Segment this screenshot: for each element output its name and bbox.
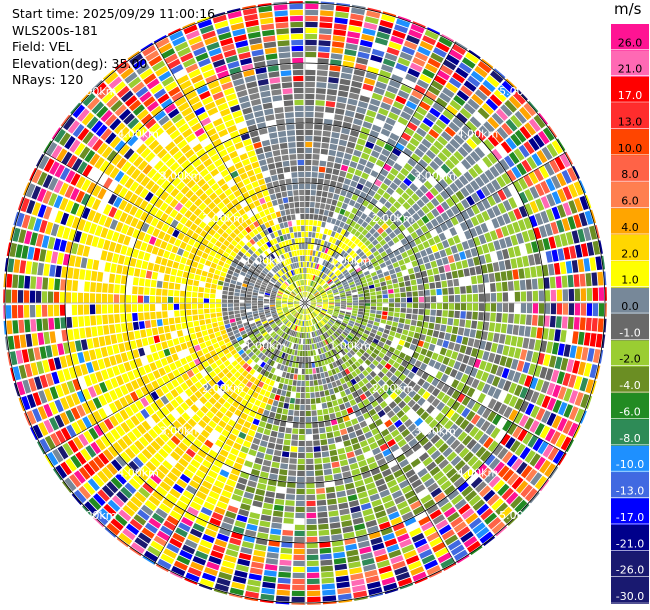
- nrays: NRays: 120: [12, 72, 84, 87]
- range-label: 1.00km: [329, 339, 371, 352]
- colorbar: 26.0 21.0 17.0 13.0 10.0 8.0 6.0 4.0 2.0 1.0 0.0 -1…: [611, 24, 649, 604]
- colorbar-swatch: [611, 498, 649, 526]
- range-label: 5.00km: [499, 85, 541, 98]
- colorbar-swatch: [611, 472, 649, 500]
- range-label: 5.00km: [75, 85, 117, 98]
- colorbar-tick-label: -17.0: [616, 511, 644, 524]
- colorbar-tick-label: -26.0: [616, 564, 644, 577]
- colorbar-tick-label: -10.0: [616, 458, 644, 471]
- colorbar-tick-label: 2.0: [621, 247, 639, 260]
- colorbar-tick-label: 4.0: [621, 221, 639, 234]
- range-label: 2.00km: [202, 382, 244, 395]
- colorbar-tick-label: 8.0: [621, 168, 639, 181]
- colorbar-tick-label: -1.0: [619, 326, 640, 339]
- colorbar-swatch: [611, 287, 649, 315]
- colorbar-tick-label: -30.0: [616, 590, 644, 603]
- colorbar-tick-label: 26.0: [618, 36, 643, 49]
- range-ring-labels: 1.00km 1.00km 1.00km 1.00km 2.00km 2.00km 2.00…: [75, 85, 541, 522]
- colorbar-tick-label: -13.0: [616, 485, 644, 498]
- colorbar-tick-label: 1.0: [621, 274, 639, 287]
- colorbar-tick-label: 13.0: [618, 115, 643, 128]
- scan-info: Start time: 2025/09/29 11:00:16 WLS200s-…: [12, 6, 215, 89]
- colorbar-swatch: [611, 182, 649, 210]
- colorbar-tick-label: 6.0: [621, 195, 639, 208]
- range-label: 5.00km: [499, 509, 541, 522]
- colorbar-swatch: [611, 314, 649, 341]
- range-label: 5.00km: [75, 509, 117, 522]
- colorbar-tick-label: 0.0: [621, 300, 639, 313]
- colorbar-swatch: [611, 551, 649, 579]
- range-label: 3.00km: [160, 170, 202, 183]
- range-label: 2.00km: [372, 382, 414, 395]
- colorbar-swatch: [611, 234, 649, 262]
- colorbar-swatch: [611, 208, 649, 236]
- colorbar-unit: m/s: [614, 0, 642, 18]
- colorbar-tick-label: -21.0: [616, 537, 644, 550]
- range-label: 1.00km: [329, 255, 371, 268]
- range-label: 4.00km: [457, 467, 499, 480]
- colorbar-tick-label: 21.0: [618, 63, 643, 76]
- colorbar-tick-label: -6.0: [619, 405, 640, 418]
- instrument-name: WLS200s-181: [12, 22, 98, 38]
- elevation: Elevation(deg): 35.00: [12, 55, 148, 71]
- range-label: 4.00km: [457, 127, 499, 140]
- colorbar-swatch: [611, 445, 649, 473]
- colorbar-tick-label: 17.0: [618, 89, 643, 102]
- colorbar-swatch: [611, 155, 649, 183]
- colorbar-swatch: [611, 24, 649, 51]
- range-label: 3.00km: [414, 170, 456, 183]
- colorbar-tick-label: -8.0: [619, 432, 640, 445]
- range-label: 1.00km: [245, 339, 287, 352]
- colorbar-swatch: [611, 393, 649, 420]
- range-label: 4.00km: [117, 467, 159, 480]
- colorbar-tick-label: 10.0: [618, 142, 643, 155]
- colorbar-tick-label: -4.0: [619, 379, 640, 392]
- range-label: 4.00km: [117, 127, 159, 140]
- colorbar-swatch: [611, 366, 649, 394]
- range-rings: [3, 1, 607, 605]
- colorbar-swatch: [611, 340, 649, 368]
- range-label: 3.00km: [160, 424, 202, 437]
- range-label: 1.00km: [245, 255, 287, 268]
- colorbar-swatch: [611, 261, 649, 289]
- colorbar-swatch: [611, 524, 649, 552]
- range-label: 3.00km: [414, 424, 456, 437]
- start-time: Start time: 2025/09/29 11:00:16: [12, 6, 216, 21]
- colorbar-swatch: [611, 129, 649, 157]
- range-label: 2.00km: [202, 212, 244, 225]
- colorbar-swatch: [611, 419, 649, 447]
- field-name: Field: VEL: [12, 39, 73, 54]
- range-label: 2.00km: [372, 212, 414, 225]
- colorbar-swatch: [611, 577, 649, 604]
- velocity-field: [3, 1, 607, 605]
- colorbar-swatch: [611, 103, 649, 130]
- colorbar-tick-label: -2.0: [619, 353, 640, 366]
- colorbar-swatch: [611, 50, 649, 78]
- colorbar-swatch: [611, 76, 649, 104]
